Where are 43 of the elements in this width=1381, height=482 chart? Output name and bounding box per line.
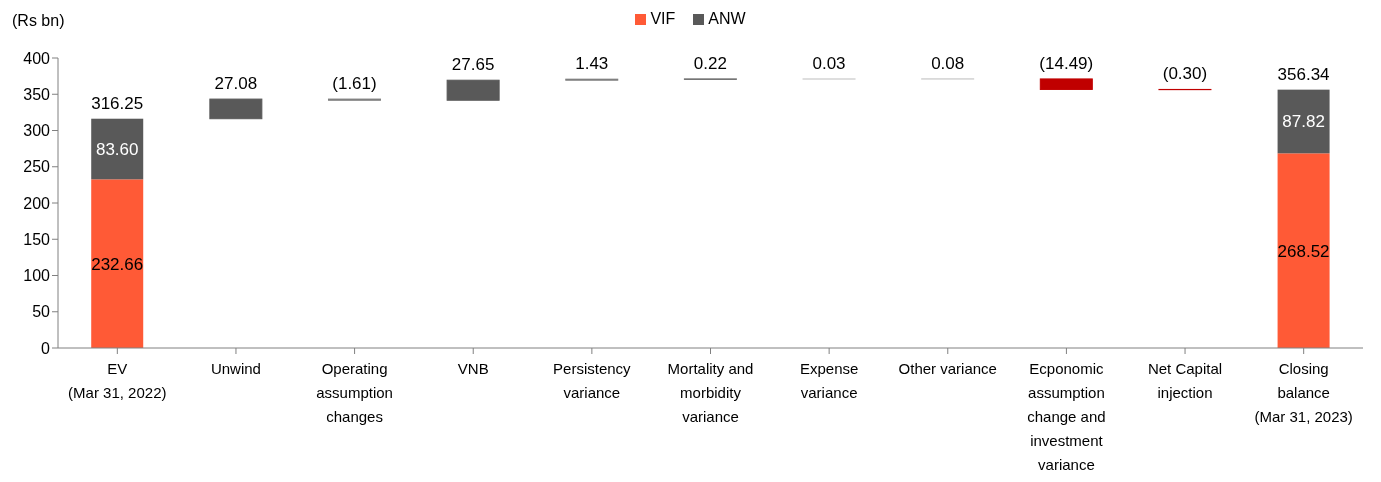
x-tick-label: Ecponomic assumption change and investment variance: [1027, 360, 1106, 473]
bar: [91, 118, 144, 180]
y-tick-label: 150: [23, 230, 51, 248]
data-label: 232.66: [91, 254, 144, 274]
y-tick-label: 300: [23, 122, 51, 140]
legend-label: VIF: [650, 10, 676, 28]
y-tick-label: 250: [23, 158, 51, 176]
data-label: 27.65: [451, 55, 495, 75]
x-tick-label: Mortality and morbidity variance: [667, 360, 754, 425]
legend-label: ANW: [708, 10, 746, 28]
x-tick-label: Unwind: [210, 360, 261, 377]
y-tick-label: 400: [23, 49, 51, 67]
x-tick-label: Net Capital injection: [1147, 360, 1223, 401]
data-label: 87.82: [1282, 112, 1325, 132]
bar: [1277, 153, 1330, 348]
total-label: 356.34: [1277, 64, 1330, 84]
data-label: 0.03: [812, 53, 846, 73]
x-tick-label: EV (Mar 31, 2022): [68, 360, 167, 401]
data-label: 83.60: [95, 140, 139, 160]
data-label: (0.30): [1162, 64, 1208, 84]
data-label: 27.08: [214, 74, 258, 94]
bar: [1039, 78, 1093, 90]
y-tick-label: 0: [41, 339, 51, 357]
bar: [91, 179, 144, 348]
data-label: 0.08: [931, 53, 965, 73]
bar: [1277, 89, 1330, 154]
y-tick-label: 100: [23, 267, 51, 285]
x-tick-label: Persistency variance: [553, 360, 632, 401]
x-tick-label: Operating assumption changes: [316, 360, 393, 425]
data-label: 1.43: [575, 54, 609, 74]
total-label: 316.25: [91, 93, 144, 113]
y-tick-label: 350: [23, 85, 51, 103]
x-tick-label: Expense variance: [799, 360, 859, 401]
data-label: (1.61): [332, 74, 377, 94]
data-label: 268.52: [1277, 241, 1330, 261]
data-label: (14.49): [1039, 53, 1094, 73]
y-axis-title: (Rs bn): [12, 12, 65, 30]
x-tick-label: Closing balance (Mar 31, 2023): [1254, 360, 1353, 425]
data-label: 0.22: [693, 54, 727, 74]
x-tick-label: VNB: [457, 360, 489, 377]
x-tick-label: Other variance: [898, 360, 997, 377]
y-tick-label: 200: [23, 194, 51, 212]
y-tick-label: 50: [32, 303, 51, 321]
